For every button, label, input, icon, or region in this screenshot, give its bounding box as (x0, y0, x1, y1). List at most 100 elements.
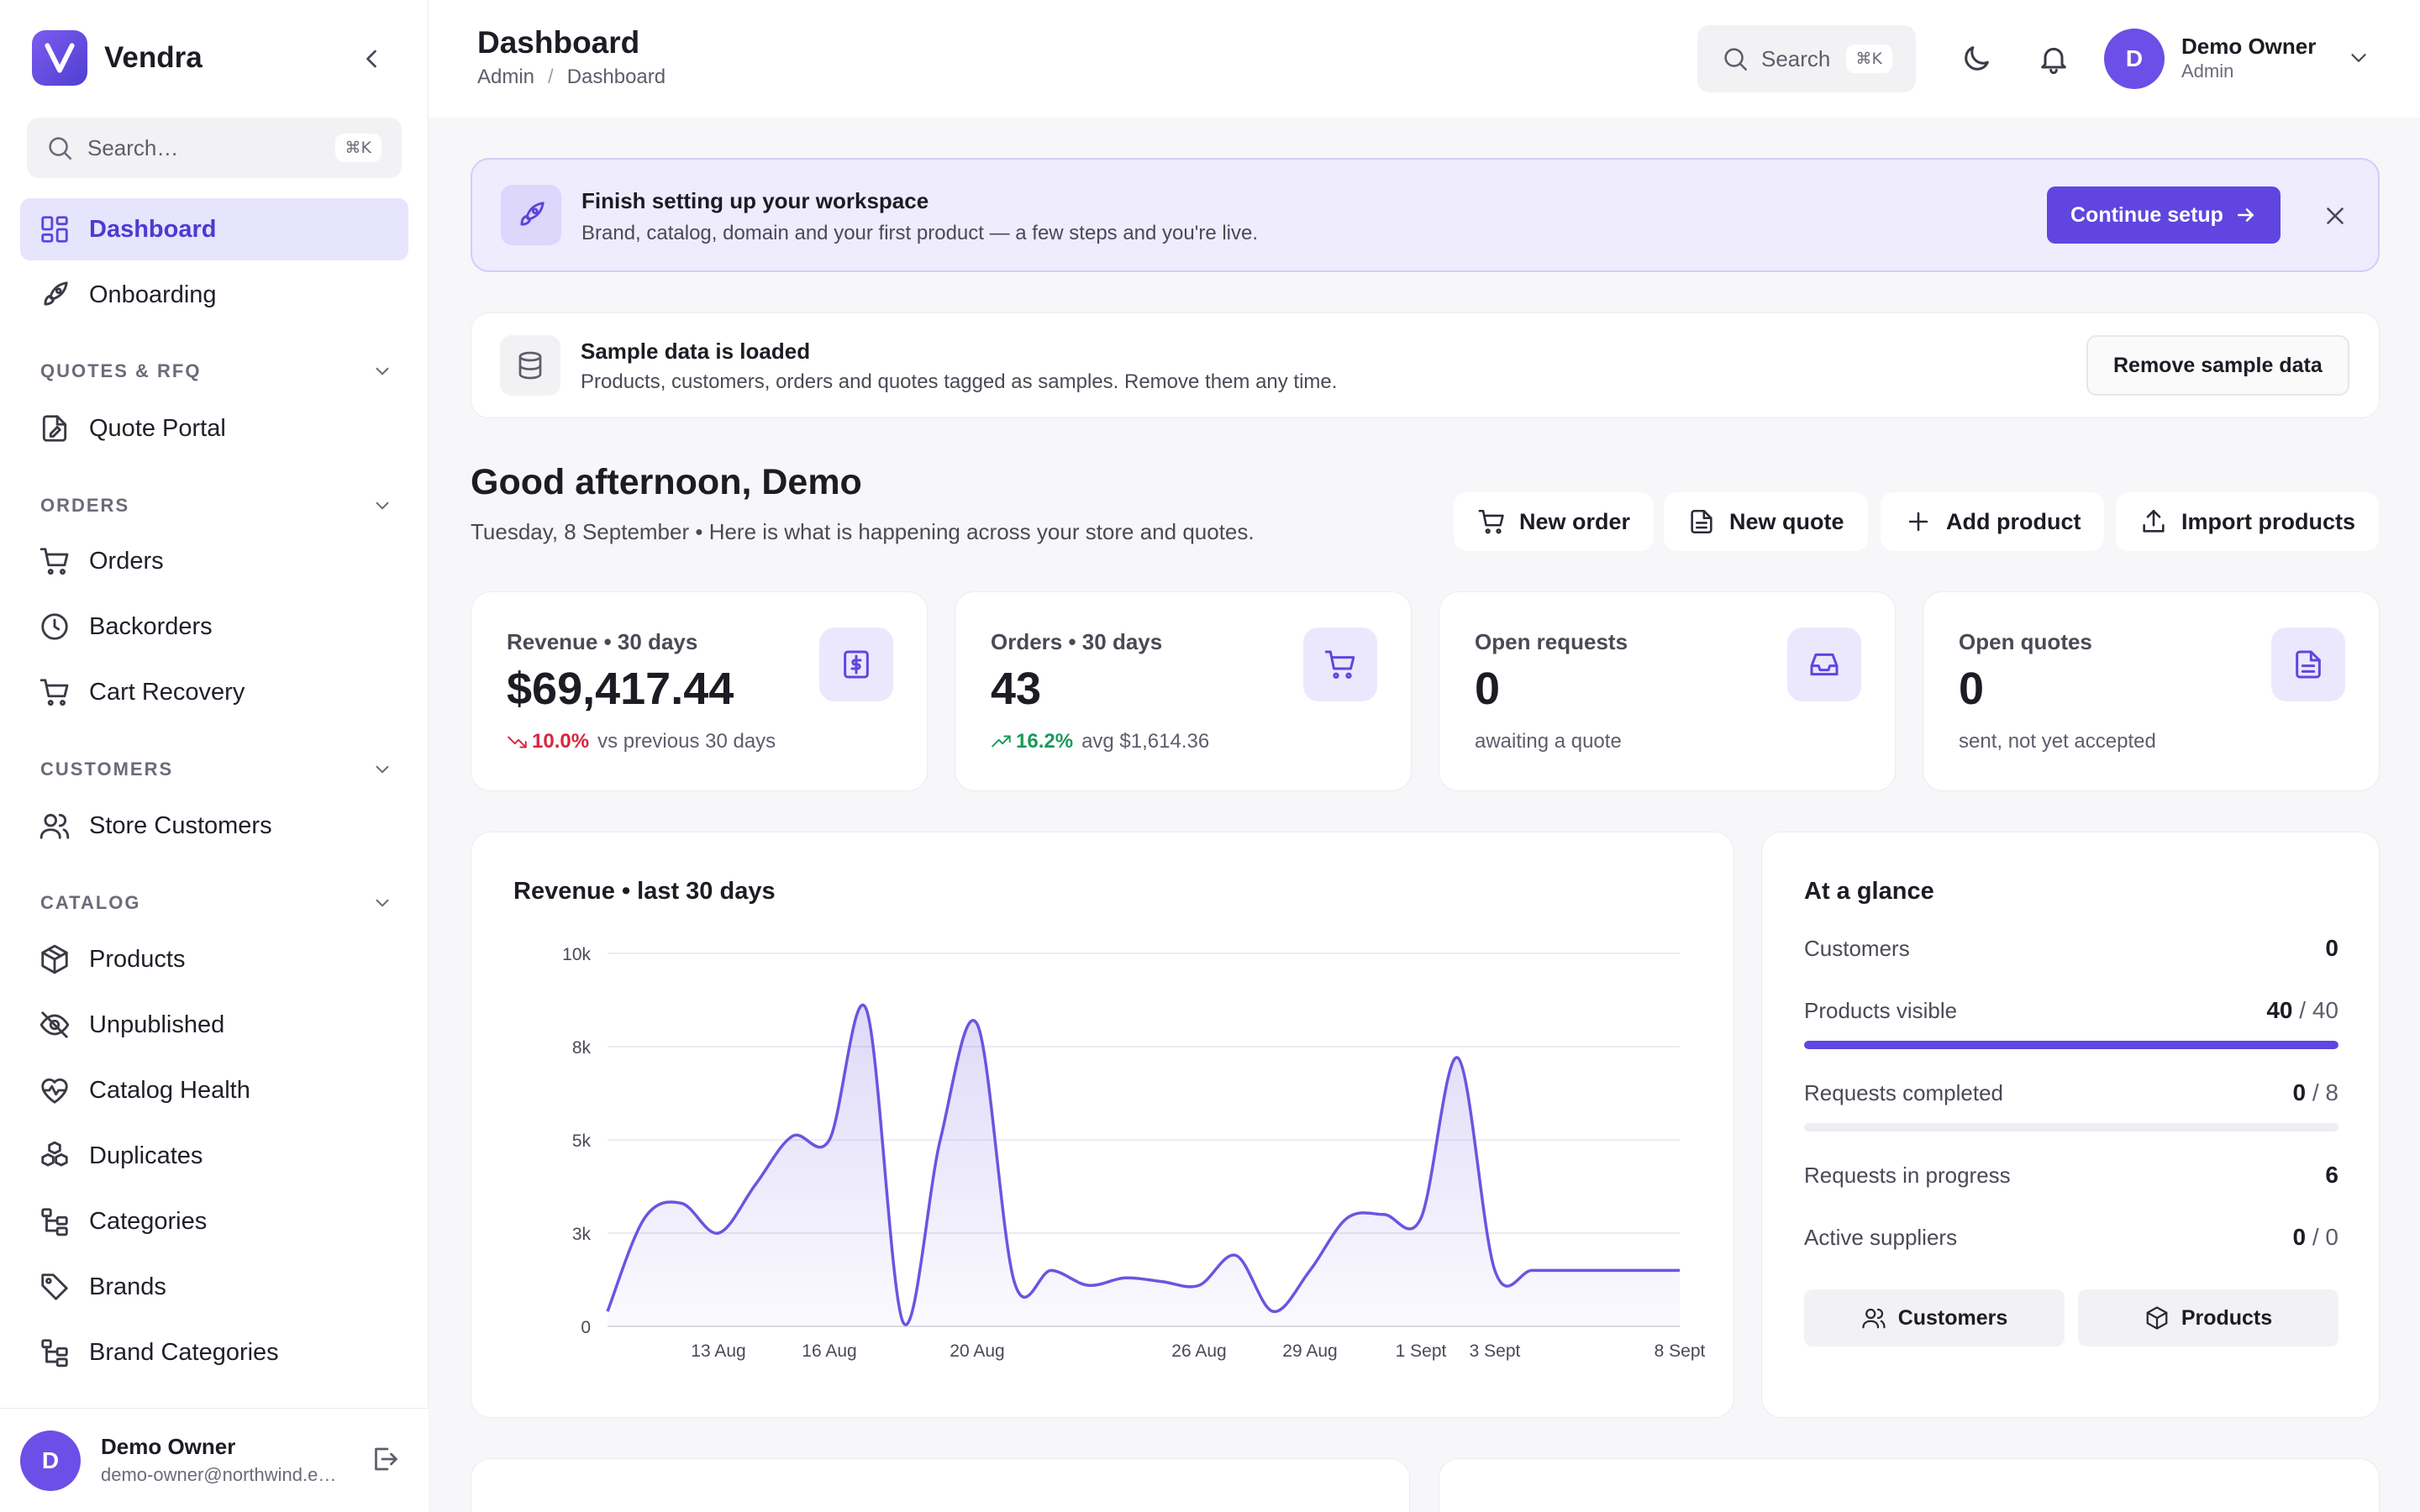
stat-card-orders[interactable]: Orders • 30 days 43 16.2% avg $1,614.36 (955, 591, 1412, 791)
search-icon (1724, 48, 1748, 71)
section-quotes-rfq[interactable]: QUOTES & RFQ (40, 354, 393, 388)
user-email: demo-owner@northwind.example (101, 1464, 345, 1485)
y-tick-label: 8k (572, 1038, 592, 1058)
stat-sub-text: sent, not yet accepted (1959, 730, 2156, 753)
remove-sample-data-button[interactable]: Remove sample data (2086, 335, 2349, 396)
trend-down-icon (508, 736, 527, 748)
glance-title: At a glance (1804, 878, 1934, 905)
glance-value-number: 0 (2292, 1079, 2307, 1105)
add-product-button[interactable]: Add product (1881, 492, 2105, 551)
glance-value-number: 0 (2325, 935, 2338, 961)
at-a-glance-card: At a glance Customers 0 Products visible… (1761, 832, 2380, 1418)
glance-label: Active suppliers (1804, 1225, 1958, 1250)
customers-button[interactable]: Customers (1804, 1289, 2065, 1347)
section-catalog[interactable]: CATALOG (40, 886, 393, 920)
upload-icon (2143, 509, 2165, 533)
sidebar-item-orders[interactable]: Orders (20, 530, 408, 592)
dollar-icon (819, 627, 893, 701)
sidebar-item-label: Products (89, 945, 186, 973)
sidebar-item-unpublished[interactable]: Unpublished (20, 994, 408, 1056)
inbox-icon (1787, 627, 1861, 701)
banner-title: Finish setting up your workspace (581, 188, 929, 213)
sidebar-item-store-customers[interactable]: Store Customers (20, 795, 408, 857)
section-customers[interactable]: CUSTOMERS (40, 753, 393, 786)
sidebar-item-onboarding[interactable]: Onboarding (20, 264, 408, 326)
breadcrumb-item[interactable]: Admin (477, 66, 535, 88)
tag-icon (41, 1273, 68, 1300)
banner-subtitle: Products, customers, orders and quotes t… (581, 370, 1338, 393)
breadcrumb-item: Dashboard (566, 66, 666, 88)
search-shortcut: ⌘K (334, 134, 381, 162)
eye-off-icon (39, 1011, 70, 1038)
glance-total: / 8 (2312, 1079, 2338, 1105)
sidebar-item-duplicates[interactable]: Duplicates (20, 1125, 408, 1187)
glance-row-requests-completed: Requests completed 0 / 8 (1804, 1079, 2338, 1106)
progress-fill (1804, 1041, 2338, 1049)
sidebar-item-label: Orders (89, 547, 164, 575)
global-search-button[interactable]: Search ⌘K (1697, 25, 1916, 92)
y-tick-label: 0 (581, 1318, 591, 1337)
x-tick-label: 1 Sept (1396, 1341, 1447, 1361)
close-icon[interactable] (2321, 202, 2349, 230)
brand[interactable]: Vendra (32, 30, 203, 86)
setup-banner: Finish setting up your workspace Brand, … (471, 158, 2380, 272)
bottom-card-left (471, 1458, 1410, 1512)
sidebar-item-quote-portal[interactable]: Quote Portal (20, 397, 408, 459)
logout-icon[interactable] (370, 1444, 400, 1474)
stat-label: Open requests (1475, 629, 1628, 654)
sidebar-item-products[interactable]: Products (20, 928, 408, 990)
continue-setup-button[interactable]: Continue setup (2047, 186, 2281, 244)
glance-value: 6 (2325, 1162, 2338, 1189)
revenue-area-fill (608, 1005, 1680, 1326)
tree-icon (41, 1208, 68, 1236)
sidebar-item-cart-recovery[interactable]: Cart Recovery (20, 661, 408, 723)
moon-icon[interactable] (1960, 42, 1993, 76)
glance-value-number: 40 (2266, 997, 2293, 1023)
collapse-sidebar-icon[interactable] (356, 44, 387, 74)
revenue-series-line[interactable] (606, 1004, 1680, 1326)
sidebar-item-label: Brand Categories (89, 1338, 279, 1366)
import-products-button[interactable]: Import products (2116, 492, 2379, 551)
stat-value: 43 (991, 664, 1042, 714)
search-icon (49, 137, 72, 160)
bell-icon[interactable] (2037, 42, 2070, 76)
section-orders[interactable]: ORDERS (40, 489, 393, 522)
sidebar-item-brands[interactable]: Brands (20, 1256, 408, 1318)
products-button[interactable]: Products (2078, 1289, 2338, 1347)
sidebar-item-label: Backorders (89, 612, 213, 640)
sidebar-search-input[interactable]: Search… ⌘K (27, 118, 402, 178)
new-quote-button[interactable]: New quote (1664, 492, 1868, 551)
stat-delta: 10.0% (507, 730, 589, 753)
sidebar-item-dashboard[interactable]: Dashboard (20, 198, 408, 260)
sidebar-item-label: Onboarding (89, 281, 217, 308)
glance-row-requests-in-progress: Requests in progress 6 (1804, 1162, 2338, 1189)
sidebar-item-label: Dashboard (89, 215, 217, 243)
brand-logo (32, 30, 87, 86)
sidebar-item-categories[interactable]: Categories (20, 1190, 408, 1252)
section-title: CATALOG (40, 892, 141, 913)
boxes-icon (41, 1141, 68, 1167)
stat-card-open-quotes[interactable]: Open quotes 0 sent, not yet accepted (1923, 591, 2380, 791)
stat-sub: 10.0% vs previous 30 days (507, 730, 776, 753)
glance-value: 0 (2325, 935, 2338, 962)
greeting-title: Good afternoon, Demo (471, 462, 862, 502)
sidebar-item-backorders[interactable]: Backorders (20, 596, 408, 658)
sidebar-item-catalog-health[interactable]: Catalog Health (20, 1059, 408, 1121)
cart-icon (1303, 627, 1377, 701)
stat-value: $69,417.44 (507, 664, 734, 714)
y-tick-label: 5k (572, 1131, 592, 1151)
button-label: Add product (1946, 508, 2081, 534)
stat-card-open-requests[interactable]: Open requests 0 awaiting a quote (1439, 591, 1896, 791)
sidebar-item-label: Quote Portal (89, 414, 226, 442)
cart-icon (1478, 509, 1504, 534)
new-order-button[interactable]: New order (1454, 492, 1655, 551)
avatar[interactable]: D (20, 1431, 81, 1491)
glance-row-active-suppliers: Active suppliers 0 / 0 (1804, 1224, 2338, 1251)
glance-label: Requests completed (1804, 1080, 2004, 1105)
avatar: D (2104, 29, 2165, 89)
stat-sub: sent, not yet accepted (1959, 730, 2156, 753)
glance-label: Customers (1804, 936, 1910, 961)
sidebar-item-brand-categories[interactable]: Brand Categories (20, 1321, 408, 1383)
stat-card-revenue[interactable]: Revenue • 30 days $69,417.44 10.0% vs pr… (471, 591, 928, 791)
stat-delta-value: 10.0% (532, 730, 590, 753)
